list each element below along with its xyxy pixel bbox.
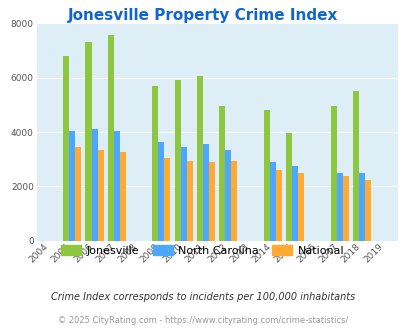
Text: © 2025 CityRating.com - https://www.cityrating.com/crime-statistics/: © 2025 CityRating.com - https://www.city… xyxy=(58,316,347,325)
Bar xyxy=(152,86,158,241)
Bar xyxy=(330,106,336,241)
Bar xyxy=(186,161,192,241)
Bar xyxy=(269,162,275,241)
Bar xyxy=(119,152,126,241)
Bar xyxy=(231,161,237,241)
Bar xyxy=(358,173,364,241)
Bar xyxy=(97,150,103,241)
Bar xyxy=(298,173,304,241)
Bar xyxy=(219,106,225,241)
Bar xyxy=(292,166,298,241)
Legend: Jonesville, North Carolina, National: Jonesville, North Carolina, National xyxy=(57,241,348,260)
Text: Crime Index corresponds to incidents per 100,000 inhabitants: Crime Index corresponds to incidents per… xyxy=(51,292,354,302)
Bar xyxy=(202,144,209,241)
Bar xyxy=(108,35,113,241)
Bar xyxy=(336,173,342,241)
Bar xyxy=(69,131,75,241)
Bar xyxy=(342,176,348,241)
Bar xyxy=(364,180,370,241)
Bar xyxy=(352,91,358,241)
Bar xyxy=(286,133,292,241)
Bar xyxy=(63,56,69,241)
Bar xyxy=(275,170,281,241)
Bar xyxy=(174,80,180,241)
Bar xyxy=(158,142,164,241)
Bar xyxy=(225,150,231,241)
Bar xyxy=(164,158,170,241)
Bar xyxy=(209,162,215,241)
Bar xyxy=(91,129,97,241)
Bar xyxy=(263,110,269,241)
Bar xyxy=(113,131,119,241)
Bar xyxy=(85,42,91,241)
Bar xyxy=(196,76,202,241)
Bar xyxy=(180,147,186,241)
Text: Jonesville Property Crime Index: Jonesville Property Crime Index xyxy=(68,8,337,23)
Bar xyxy=(75,147,81,241)
